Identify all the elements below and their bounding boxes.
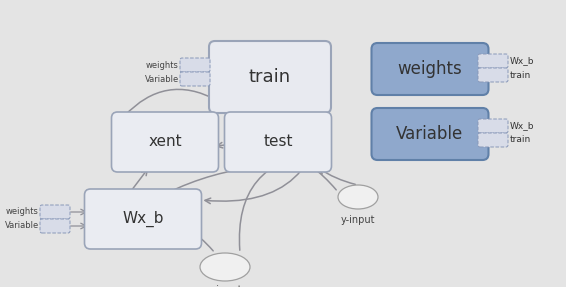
Text: x-input: x-input — [208, 285, 242, 287]
Text: Variable: Variable — [145, 75, 179, 84]
Ellipse shape — [338, 185, 378, 209]
FancyBboxPatch shape — [40, 219, 70, 233]
FancyBboxPatch shape — [371, 108, 488, 160]
Text: train: train — [249, 68, 291, 86]
Text: Variable: Variable — [396, 125, 464, 143]
Text: train: train — [510, 71, 531, 79]
Text: xent: xent — [148, 135, 182, 150]
FancyBboxPatch shape — [112, 112, 218, 172]
FancyBboxPatch shape — [478, 119, 508, 133]
FancyBboxPatch shape — [180, 58, 210, 72]
Text: weights: weights — [6, 208, 39, 216]
FancyBboxPatch shape — [84, 189, 201, 249]
Ellipse shape — [200, 253, 250, 281]
Text: Wx_b: Wx_b — [510, 57, 534, 65]
Text: Variable: Variable — [5, 222, 39, 230]
FancyBboxPatch shape — [478, 133, 508, 147]
FancyBboxPatch shape — [209, 41, 331, 113]
FancyBboxPatch shape — [371, 43, 488, 95]
Text: test: test — [263, 135, 293, 150]
Text: Wx_b: Wx_b — [122, 211, 164, 227]
FancyBboxPatch shape — [478, 54, 508, 68]
Text: Wx_b: Wx_b — [510, 121, 534, 131]
FancyBboxPatch shape — [225, 112, 332, 172]
Text: train: train — [510, 135, 531, 144]
Text: y-input: y-input — [341, 215, 375, 225]
Text: weights: weights — [146, 61, 179, 69]
FancyBboxPatch shape — [478, 68, 508, 82]
Text: weights: weights — [398, 60, 462, 78]
FancyBboxPatch shape — [40, 205, 70, 219]
FancyBboxPatch shape — [180, 72, 210, 86]
